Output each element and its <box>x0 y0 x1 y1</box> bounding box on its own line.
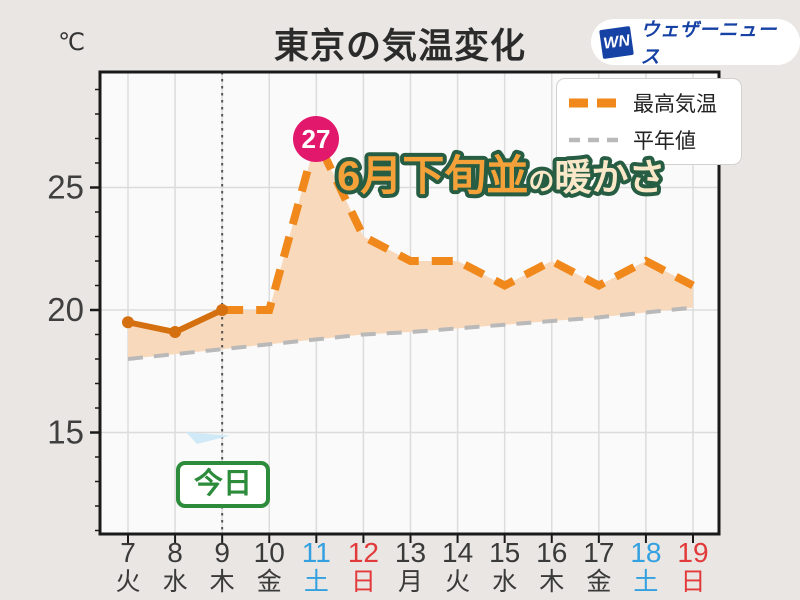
x-weekday-label: 火 <box>445 568 470 596</box>
x-date-label: 14 <box>442 537 473 568</box>
y-axis-unit-label: ℃ <box>58 29 85 56</box>
x-weekday-label: 日 <box>680 568 705 596</box>
x-weekday-label: 火 <box>115 568 140 596</box>
y-tick-label: 20 <box>47 291 84 328</box>
x-weekday-label: 金 <box>586 568 611 596</box>
x-weekday-label: 水 <box>163 568 188 596</box>
x-date-label: 12 <box>348 537 379 568</box>
legend: 最高気温 平年値 <box>556 78 742 165</box>
max-temp-line-swatch-icon <box>569 98 621 108</box>
x-date-label: 13 <box>395 537 426 568</box>
x-weekday-label: 木 <box>539 568 564 596</box>
x-date-label: 15 <box>489 537 520 568</box>
warmth-tail-text: 暖かさ <box>554 157 665 198</box>
page-title: 東京の気温変化 <box>273 27 526 66</box>
x-date-label: 19 <box>677 537 708 568</box>
x-date-label: 10 <box>254 537 285 568</box>
x-date-label: 17 <box>583 537 614 568</box>
legend-normal-label: 平年値 <box>633 130 696 153</box>
observed-point <box>169 326 182 339</box>
paper-plane-watermark-icon <box>186 432 230 444</box>
x-date-label: 18 <box>630 537 661 568</box>
peak-temp-badge: 27 <box>293 116 339 162</box>
x-date-label: 9 <box>214 537 230 568</box>
fill-between-area <box>128 138 693 359</box>
observed-point <box>122 316 134 329</box>
observed-point <box>216 304 229 316</box>
normal-line <box>127 305 694 361</box>
x-date-label: 16 <box>536 537 567 568</box>
x-weekday-label: 水 <box>492 568 517 596</box>
weathernews-logo: WN ウェザーニュース <box>591 19 800 68</box>
warmth-main-text: 6月下旬並 <box>337 152 528 199</box>
y-tick-label: 25 <box>47 169 84 206</box>
x-weekday-label: 土 <box>304 568 329 596</box>
x-date-label: 8 <box>167 537 183 568</box>
x-weekday-label: 日 <box>351 568 376 596</box>
x-weekday-label: 月 <box>398 568 423 596</box>
legend-item-normal: 平年値 <box>569 125 729 155</box>
warmth-annotation: 6月下旬並の暖かさ <box>333 148 669 203</box>
weathernews-logo-icon: WN <box>599 25 635 59</box>
legend-item-max-temp: 最高気温 <box>569 88 729 118</box>
weathernews-logo-text: ウェザーニュース <box>640 20 777 68</box>
legend-max-temp-label: 最高気温 <box>633 93 717 116</box>
x-date-label: 7 <box>120 537 136 568</box>
x-weekday-label: 土 <box>633 568 658 596</box>
x-date-label: 11 <box>302 537 331 568</box>
today-label: 今日 <box>175 461 271 509</box>
x-weekday-label: 金 <box>257 568 282 596</box>
normal-line-swatch-icon <box>569 137 621 143</box>
x-weekday-label: 木 <box>210 568 235 596</box>
warmth-particle-text: の <box>528 166 554 196</box>
warmth-annotation-text: 6月下旬並の暖かさ <box>337 152 665 199</box>
y-tick-label: 15 <box>47 414 84 451</box>
